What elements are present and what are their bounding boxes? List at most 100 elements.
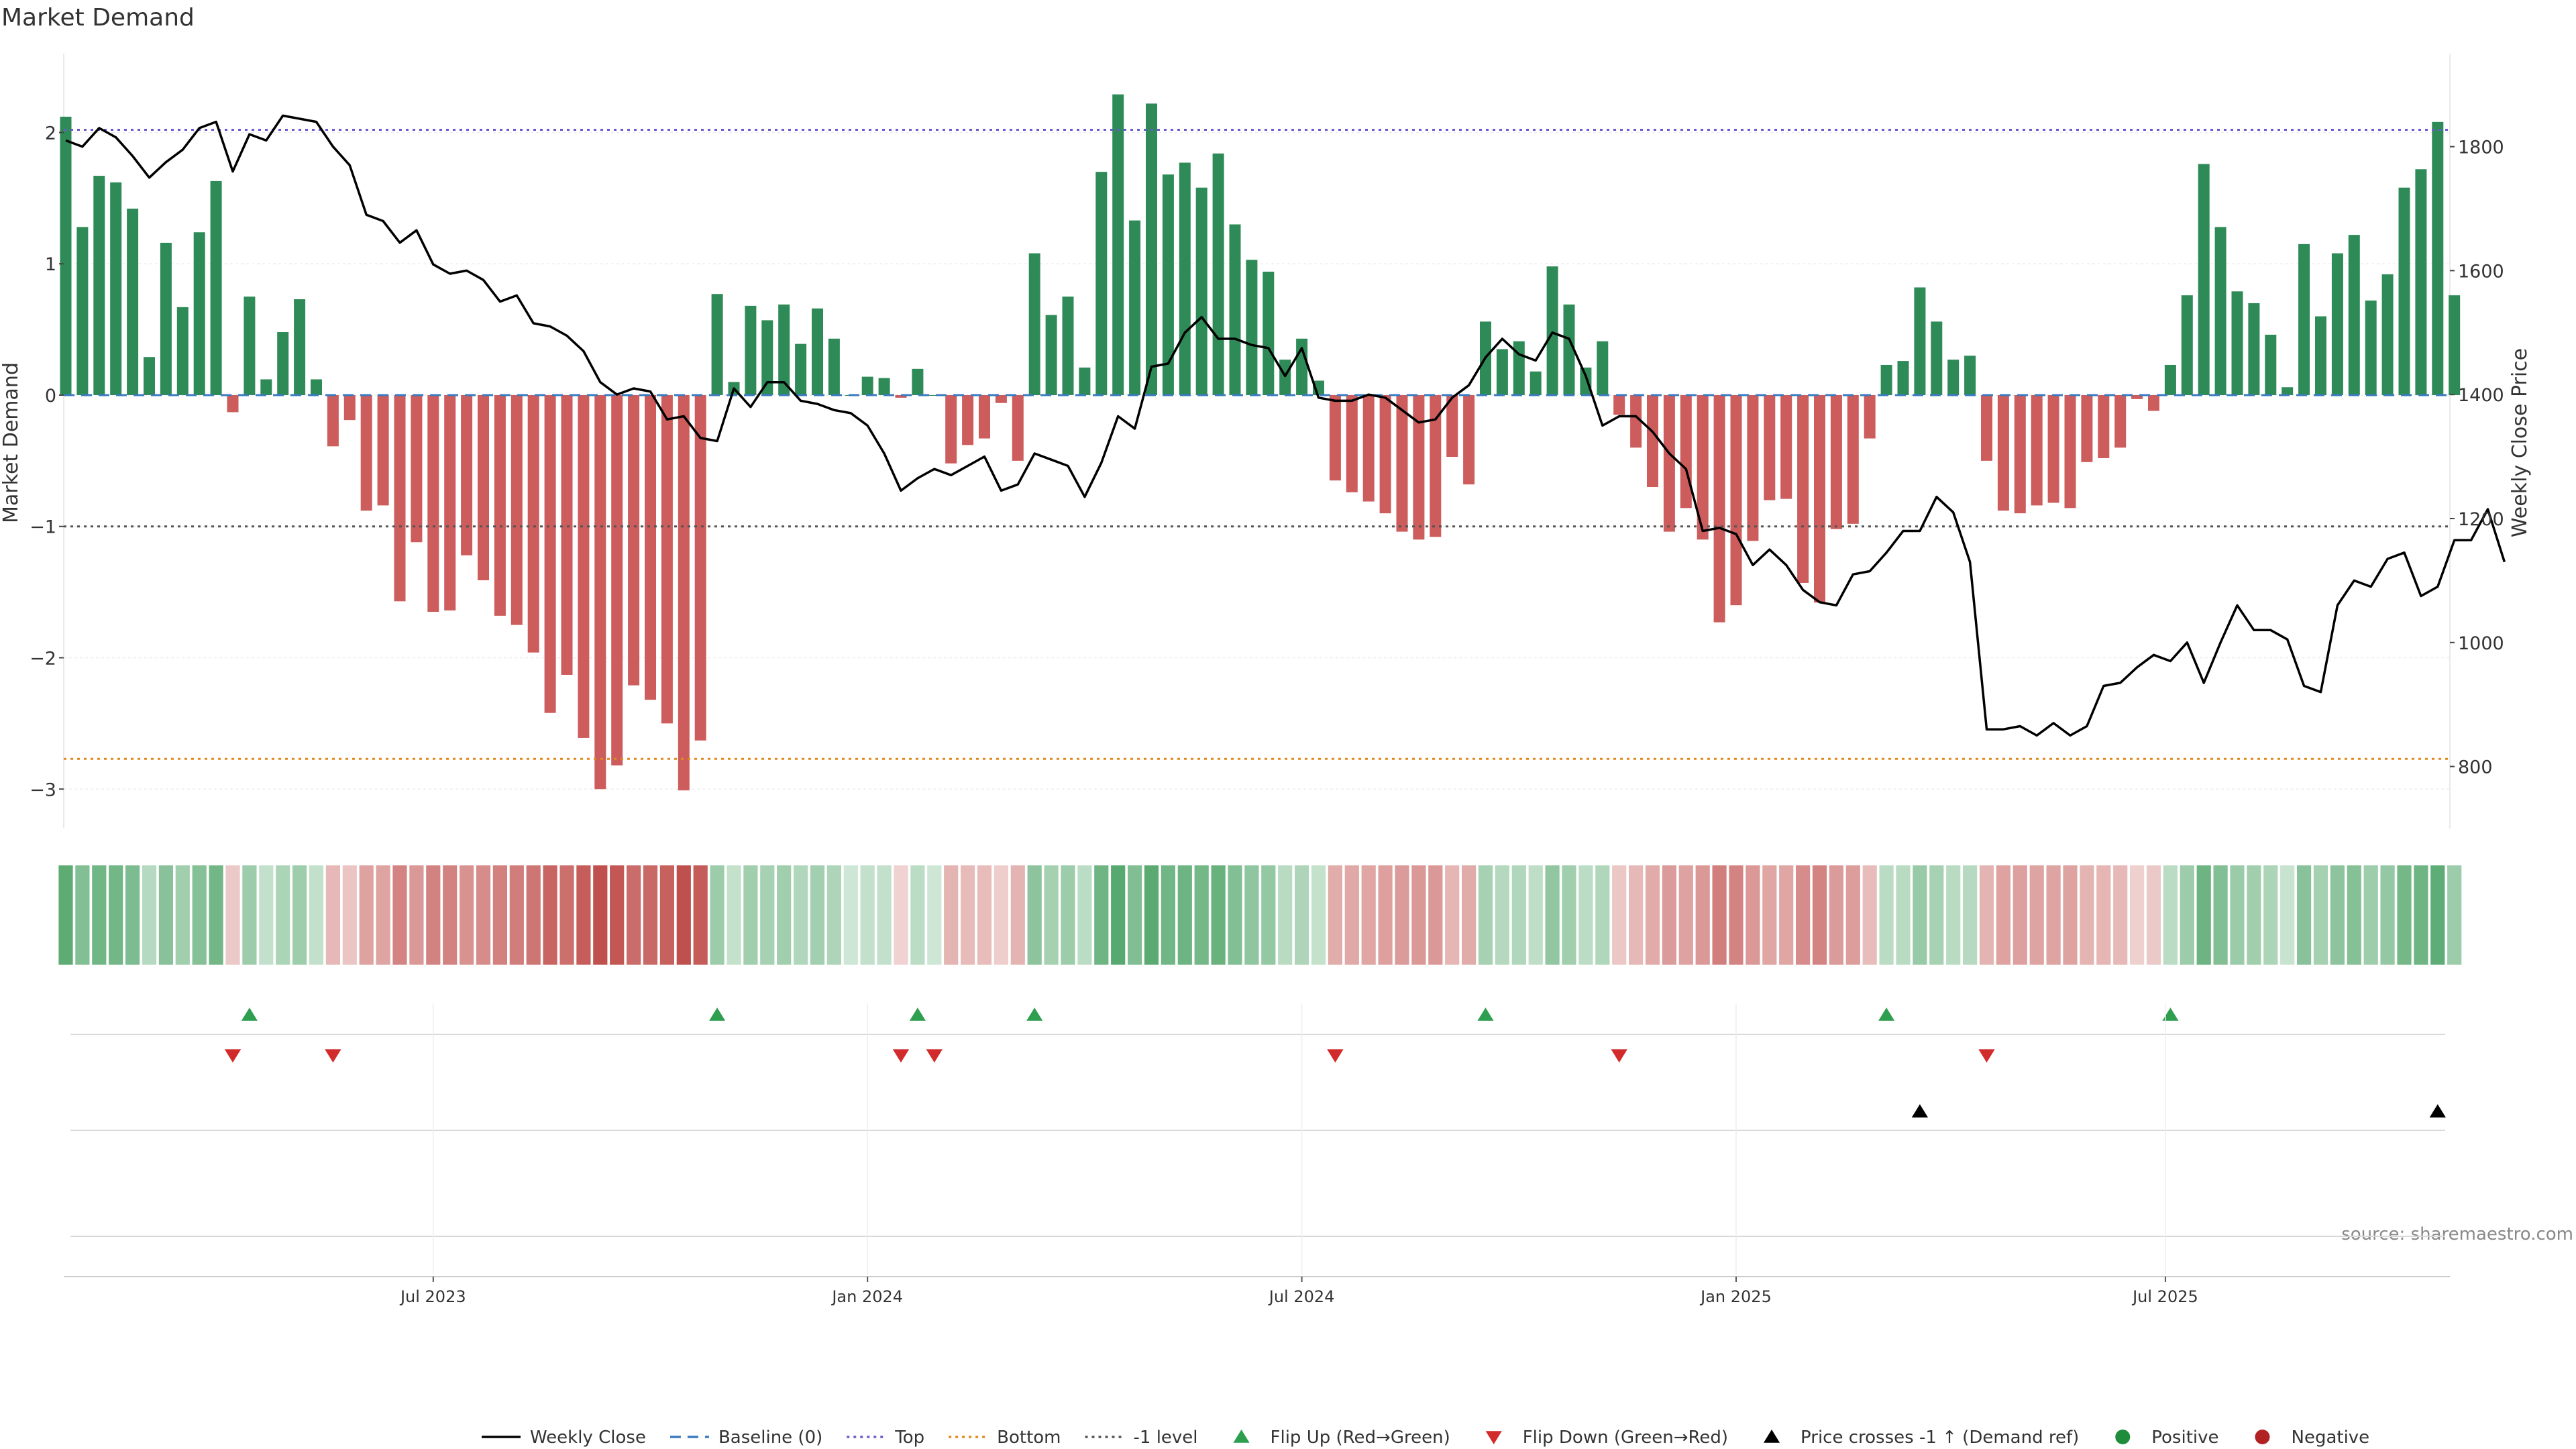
legend-swatch-circle — [2115, 1430, 2131, 1444]
demand-bar — [411, 394, 423, 543]
demand-bar — [1112, 94, 1124, 395]
strip-cell — [1578, 865, 1593, 965]
y-tick-label: 2 — [45, 123, 56, 144]
x-tick-label: Jan 2024 — [830, 1287, 903, 1306]
strip-cell — [977, 865, 992, 965]
strip-cell — [659, 865, 674, 965]
demand-bar — [511, 394, 523, 625]
strip-cell — [1629, 865, 1644, 965]
strip-cell — [2080, 865, 2094, 965]
demand-bar — [1012, 394, 1024, 461]
strip-cell — [1829, 865, 1843, 965]
demand-bar — [1095, 172, 1108, 395]
legend-swatch-circle — [2255, 1430, 2270, 1444]
strip-cell — [2063, 865, 2078, 965]
flip-up-marker — [1477, 1008, 1494, 1021]
strip-cell — [409, 865, 424, 965]
y-tick-label: −2 — [30, 649, 56, 669]
strip-cell — [593, 865, 608, 965]
demand-bar — [1079, 367, 1091, 395]
strip-cell — [2297, 865, 2312, 965]
demand-bar — [1814, 394, 1825, 603]
strip-cell — [2196, 865, 2211, 965]
demand-bar — [427, 394, 439, 612]
strip-cell — [2313, 865, 2328, 965]
strip-cell — [576, 865, 591, 965]
legend-label: Negative — [2292, 1428, 2370, 1448]
strip-cell — [2213, 865, 2228, 965]
demand-bar — [2081, 394, 2093, 462]
demand-bar — [795, 343, 807, 395]
strip-cell — [1261, 865, 1276, 965]
y2-tick-label: 1400 — [2458, 385, 2504, 406]
strip-cell — [1361, 865, 1376, 965]
strip-cell — [242, 865, 257, 965]
demand-bar — [1697, 394, 1709, 540]
demand-bar — [60, 116, 72, 395]
strip-cell — [443, 865, 458, 965]
demand-bar — [394, 394, 406, 602]
strip-cell — [359, 865, 374, 965]
demand-bar — [227, 394, 239, 413]
demand-bar — [2348, 235, 2360, 395]
strip-cell — [1144, 865, 1159, 965]
strip-cell — [426, 865, 441, 965]
demand-bar — [144, 357, 155, 395]
strip-cell — [961, 865, 975, 965]
strip-cell — [325, 865, 340, 965]
demand-bar — [1229, 224, 1241, 395]
strip-cell — [1177, 865, 1192, 965]
demand-bar — [678, 394, 690, 791]
strip-cell — [1278, 865, 1293, 965]
strip-cell — [794, 865, 808, 965]
strip-cell — [1328, 865, 1342, 965]
demand-bar — [76, 227, 89, 395]
flip-up-marker — [1026, 1008, 1043, 1021]
strip-cell — [710, 865, 724, 965]
strip-cell — [910, 865, 925, 965]
strip-cell — [777, 865, 792, 965]
demand-bar — [1062, 297, 1074, 395]
flip-down-marker — [224, 1049, 241, 1063]
strip-cell — [693, 865, 708, 965]
price-cross-marker — [2429, 1104, 2446, 1118]
demand-bar — [945, 394, 957, 464]
demand-bar — [2248, 303, 2260, 395]
legend-label: Flip Up (Red→Green) — [1271, 1428, 1450, 1448]
demand-bar — [1195, 187, 1208, 395]
source-note: source: sharemaestro.com — [2341, 1224, 2573, 1244]
demand-bar — [694, 394, 706, 741]
strip-cell — [1762, 865, 1777, 965]
x-tick-label: Jul 2024 — [1268, 1287, 1335, 1306]
strip-cell — [1946, 865, 1961, 965]
strip-cell — [1712, 865, 1727, 965]
demand-bar — [1563, 304, 1575, 395]
strip-cell — [1779, 865, 1794, 965]
demand-bar — [2047, 394, 2059, 503]
strip-cell — [2180, 865, 2194, 965]
strip-cell — [192, 865, 207, 965]
demand-bar — [1764, 394, 1776, 500]
strip-cell — [1478, 865, 1493, 965]
strip-cell — [509, 865, 524, 965]
demand-bar — [1329, 394, 1341, 481]
strip-cell — [743, 865, 758, 965]
strip-cell — [610, 865, 625, 965]
strip-cell — [1111, 865, 1126, 965]
demand-bar — [461, 394, 473, 555]
strip-cell — [1796, 865, 1811, 965]
demand-bar — [2298, 244, 2310, 395]
strip-cell — [259, 865, 274, 965]
demand-bar — [1747, 394, 1759, 541]
strip-cell — [877, 865, 892, 965]
flip-up-marker — [909, 1008, 926, 1021]
strip-cell — [727, 865, 741, 965]
strip-cell — [1462, 865, 1477, 965]
legend-swatch-triangle-down — [1485, 1431, 1502, 1444]
demand-bar — [1146, 103, 1157, 395]
demand-bar — [2365, 301, 2377, 395]
demand-bar — [1379, 394, 1391, 514]
demand-bar — [2014, 394, 2026, 514]
y-tick-label: −3 — [30, 780, 56, 800]
x-tick-label: Jan 2025 — [1699, 1287, 1772, 1306]
